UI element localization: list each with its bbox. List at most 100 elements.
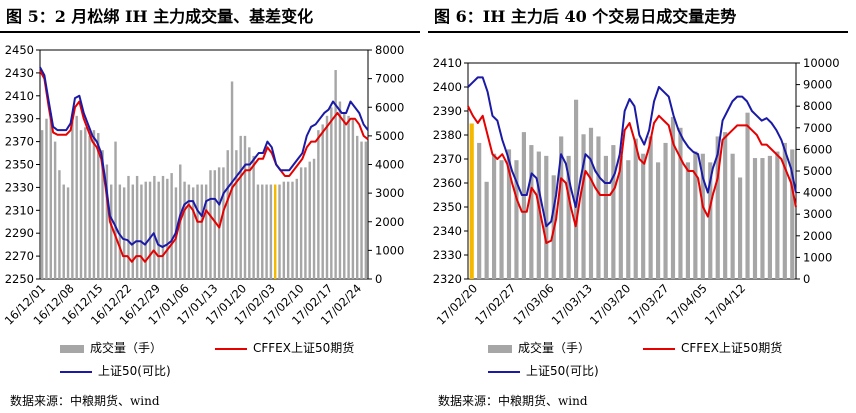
left-axis-tick-label: 2350 — [433, 200, 462, 214]
volume-bar — [663, 142, 668, 279]
right-axis-tick-label: 7000 — [375, 72, 404, 86]
volume-bar — [140, 184, 143, 279]
legend-label-futures: CFFEX上证50期货 — [681, 341, 783, 355]
right-axis-tick-label: 5000 — [375, 129, 404, 143]
volume-bar — [790, 149, 795, 279]
volume-bar — [603, 155, 608, 279]
chart-volume-trend: 2320 2330 2340 2350 2360 2370 2380 2390 2400 2410… — [433, 56, 840, 328]
volume-bar — [230, 81, 234, 279]
volume-bar — [49, 112, 52, 279]
volume-bar — [166, 178, 169, 279]
volume-bar — [708, 162, 713, 279]
left-axis-tick-label: 2270 — [5, 249, 34, 263]
volume-bar — [58, 170, 61, 279]
volume-bar — [656, 162, 661, 279]
volume-bar — [678, 127, 683, 279]
right-axis-tick-label: 8000 — [803, 99, 832, 113]
legend-label-index: 上证50(可比) — [526, 364, 599, 378]
legend-swatch-futures — [643, 347, 675, 350]
volume-bar — [752, 158, 758, 279]
volume-bar — [506, 149, 512, 279]
volume-bar — [97, 133, 100, 279]
volume-bar — [235, 150, 238, 279]
volume-bar — [767, 155, 772, 279]
left-axis-tick-label: 2350 — [5, 158, 34, 172]
left-axis-tick-label: 2330 — [5, 180, 34, 194]
volume-bar — [269, 184, 273, 279]
volume-bar — [782, 142, 787, 279]
futures-price-line — [467, 105, 797, 244]
volume-bar — [304, 167, 307, 279]
right-axis-tick-label: 9000 — [803, 78, 832, 92]
volume-bar — [492, 153, 497, 279]
volume-bar — [122, 187, 126, 279]
volume-bar — [226, 150, 229, 279]
legend-label-volume: 成交量（手） — [90, 341, 163, 355]
volume-bar — [745, 112, 750, 280]
volume-bar — [321, 124, 324, 279]
volume-bar — [196, 184, 199, 279]
legend-index: 上证50(可比) — [488, 363, 599, 379]
volume-bar — [338, 101, 342, 279]
legend-label-volume: 成交量（手） — [518, 341, 591, 355]
volume-bar — [153, 175, 156, 279]
x-axis-tick-label: 17/04/05 — [663, 281, 709, 327]
chart-title: 图 6：IH 主力后 40 个交易日成交量走势 — [434, 7, 737, 26]
legend-swatch-index — [60, 370, 92, 373]
right-axis-tick-label: 6000 — [375, 100, 404, 114]
volume-bar — [110, 184, 113, 279]
volume-bar — [217, 167, 221, 279]
volume-bar — [364, 141, 368, 279]
chart-panel-volume-trend: 图 6：IH 主力后 40 个交易日成交量走势 2320 2330 2340 2350… — [428, 0, 856, 413]
volume-bar — [84, 127, 87, 279]
x-axis-tick-label: 17/03/13 — [549, 281, 595, 327]
volume-bar — [127, 175, 130, 279]
left-axis-tick-label: 2390 — [433, 104, 462, 118]
left-axis-tick-label: 2250 — [5, 272, 34, 286]
volume-bar — [588, 127, 594, 279]
x-axis-tick-label: 17/03/27 — [625, 281, 671, 327]
legend-index: 上证50(可比) — [60, 363, 171, 379]
volume-bar — [343, 112, 346, 279]
legend-volume: 成交量（手） — [60, 340, 162, 356]
right-axis-tick-label: 4000 — [803, 186, 832, 200]
chart-panel-volume-basis: 图 5：2 月松绑 IH 主力成交量、基差变化 2250 2270 2290 2310… — [0, 7, 420, 408]
volume-bar — [648, 136, 653, 279]
volume-bar — [317, 130, 320, 279]
volume-bar — [45, 118, 48, 279]
right-axis-tick-label: 8000 — [375, 43, 404, 57]
volume-bar — [66, 187, 70, 279]
volume-bar — [723, 132, 728, 279]
volume-bar — [514, 160, 519, 279]
data-source: 数据来源：中粮期货、wind — [10, 394, 160, 408]
volume-bar — [101, 150, 104, 279]
volume-bar — [274, 184, 277, 279]
volume-bar — [484, 181, 489, 279]
volume-bar — [256, 184, 260, 279]
volume-bar — [157, 181, 160, 279]
right-axis-tick-label: 2000 — [803, 229, 832, 243]
left-axis-tick-label: 2430 — [5, 66, 34, 80]
volume-bar — [286, 181, 290, 279]
right-axis-tick-label: 5000 — [803, 164, 832, 178]
volume-bar — [40, 130, 44, 279]
volume-bar — [330, 107, 333, 279]
volume-bar — [685, 162, 690, 279]
right-axis-tick-label: 7000 — [803, 121, 832, 135]
volume-bar — [79, 130, 83, 279]
x-axis-tick-label: 17/02/20 — [434, 281, 480, 327]
volume-bar — [170, 173, 173, 279]
volume-bar — [360, 141, 363, 279]
right-axis-tick-label: 4000 — [375, 158, 404, 172]
volume-bar — [581, 134, 586, 279]
volume-bar — [544, 155, 549, 279]
volume-bar — [693, 151, 698, 279]
volume-bar — [243, 135, 247, 280]
volume-bar — [88, 135, 91, 280]
volume-bar — [312, 158, 316, 279]
volume-bar — [161, 175, 165, 279]
volume-bar — [618, 155, 623, 279]
volume-bar — [295, 178, 298, 279]
left-axis-tick-label: 2370 — [433, 152, 462, 166]
volume-bar — [148, 181, 152, 279]
